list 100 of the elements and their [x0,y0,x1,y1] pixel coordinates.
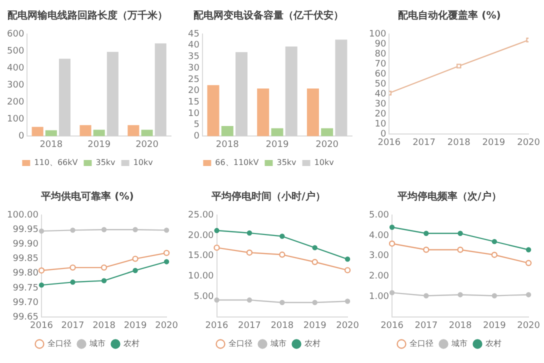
bar [32,126,44,136]
y-tick-label: 20 [374,110,386,120]
y-tick-label: 300 [6,80,24,90]
legend-label: 城市 [270,339,286,348]
point [132,256,138,262]
x-tick-label: 2020 [155,320,178,331]
point [312,300,318,306]
point [526,292,532,298]
y-tick-label: 0 [18,132,24,142]
y-tick-label: 99.90 [12,240,39,250]
x-tick-label: 2018 [92,320,116,331]
point [70,264,76,271]
x-tick-label: 2016 [205,320,228,331]
y-tick-label: 30 [374,99,386,110]
y-tick-label: 25.00 [188,210,214,220]
y-tick-label: 15.00 [188,251,214,262]
x-tick-label: 2019 [482,320,506,331]
point [38,267,45,274]
y-tick-label: 200 [6,97,24,108]
y-tick-label: 4.00 [368,230,390,241]
y-tick-label: 15 [188,97,200,108]
x-tick-label: 2020 [517,320,540,331]
y-tick-label: 90 [374,39,386,50]
legend-label: 城市 [450,339,468,348]
legend-label: 农村 [304,339,320,348]
y-tick-label: 40 [374,89,386,100]
y-tick-label: 0 [380,130,386,140]
point [279,252,286,258]
point [491,252,498,258]
point [492,238,498,244]
point [132,268,138,274]
y-tick-label: 600 [6,29,24,40]
point [132,227,138,232]
point [312,245,318,250]
chart-title: 平均停电时间（小时/户） [210,190,326,203]
point [344,267,351,274]
x-tick-label: 2019 [124,320,148,331]
bar [306,88,319,136]
point [164,228,170,233]
point [424,293,429,298]
y-tick-label: 99.65 [12,312,38,323]
legend-label: 全口径 [228,339,252,348]
y-tick-label: 10 [374,120,386,130]
point [344,256,350,262]
x-tick-label: 2018 [448,320,472,331]
bar [271,128,284,136]
x-tick-label: 2018 [216,140,240,150]
x-tick-label: 2018 [270,320,294,331]
point [457,246,464,253]
y-tick-label: 5.00 [368,210,390,220]
bar [80,125,92,136]
y-tick-label: 99.95 [12,224,38,235]
point [70,280,76,285]
x-tick-label: 2019 [482,138,506,148]
point [280,234,285,239]
y-tick-label: 100.00 [6,210,39,220]
y-tick-label: 60 [374,69,386,80]
legend-label: 10kv [133,158,154,168]
point [246,250,253,256]
y-tick-label: 99.80 [12,268,39,279]
point [389,224,395,230]
point [424,230,429,236]
point [101,227,107,232]
legend-label: 农村 [124,339,140,348]
point [214,228,220,234]
y-tick-label: 40 [188,40,200,51]
point [458,230,463,236]
y-tick-label: 0 [194,132,200,142]
point [214,244,220,251]
chart-title: 平均停电频率（次/户） [396,190,502,203]
y-tick-label: 2.00 [368,272,390,282]
y-tick-label: 20 [188,86,200,96]
y-tick-label: 99.75 [12,283,38,294]
x-tick-label: 2020 [316,140,339,150]
x-tick-label: 2016 [378,138,401,148]
bar [128,125,140,136]
x-tick-label: 2016 [380,320,404,331]
bar [321,128,334,136]
y-tick-label: 50 [374,79,386,90]
legend-label: 农村 [486,339,502,348]
x-tick-label: 2019 [266,140,289,150]
y-tick-label: 35 [188,52,200,62]
point [246,297,252,303]
chart-title: 配电网变电设备容量（亿千伏安） [194,10,344,22]
y-tick-label: 5 [194,120,200,130]
bar [141,130,153,136]
x-tick-label: 2020 [336,320,360,331]
point [38,282,44,288]
point [38,228,44,234]
y-tick-label: 25 [188,74,200,85]
y-tick-label: 400 [6,63,24,74]
x-tick-label: 2017 [61,320,84,331]
y-tick-label: 500 [6,46,24,56]
point [344,298,350,304]
point [388,240,396,247]
y-tick-label: 20.00 [188,230,214,241]
y-tick-label: 70 [374,59,386,70]
y-tick-label: 30 [188,63,200,74]
x-tick-label: 2016 [30,320,54,331]
y-tick-label: 45 [188,29,200,40]
